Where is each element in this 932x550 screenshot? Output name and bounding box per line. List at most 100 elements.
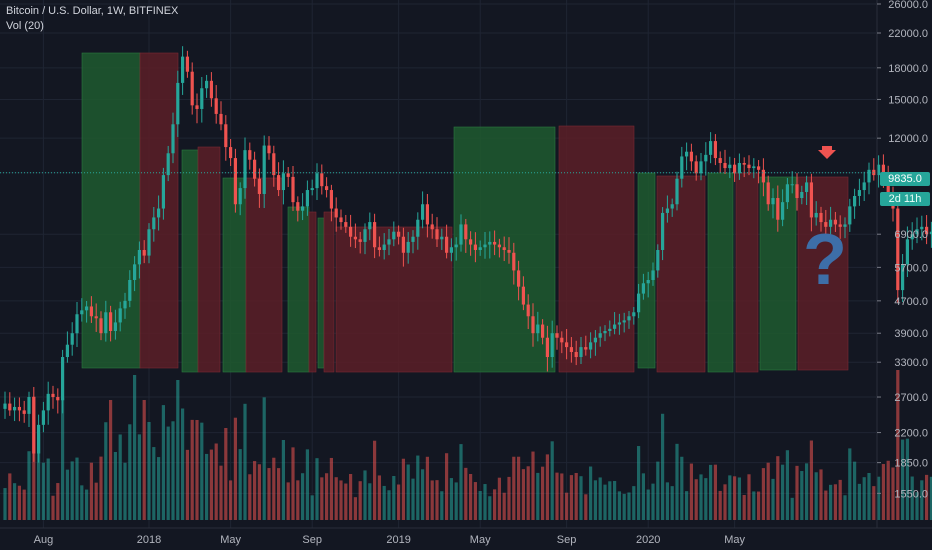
candle [459,214,463,252]
candle [560,331,564,354]
candle-body [473,244,477,250]
candle-body [56,397,60,401]
volume-bar [809,440,813,520]
volume-bar [454,482,458,520]
volume-bar [502,492,506,520]
candle [421,191,425,229]
candle [728,156,732,179]
candle-body [545,337,549,358]
candle [608,320,612,337]
volume-bar [829,484,833,520]
green-zone [287,206,310,373]
volume-bar [200,422,204,520]
volume-bar [776,456,780,520]
red-zone [323,211,335,373]
question-mark: ? [803,220,847,300]
candle-body [694,161,698,174]
volume-bar [718,490,722,520]
candle-body [805,182,809,192]
candle [785,178,789,210]
candle [339,209,343,230]
volume-bar [747,474,751,520]
candle-body [771,198,775,205]
candle-body [757,166,761,170]
candle [497,238,501,258]
candle [833,211,837,232]
volume-bar [209,449,213,520]
volume-bar [617,491,621,520]
candle-body [190,71,194,106]
volume-bar [176,380,180,520]
candle [761,158,765,197]
volume-bar [781,464,785,520]
candle [896,196,900,303]
candle [229,139,233,167]
candle-body [531,316,535,334]
candle-body [613,324,617,329]
volume-bar [512,456,516,520]
candle [819,206,823,232]
volume-bar [65,469,69,520]
candle-body [483,244,487,248]
volume-bar [56,483,60,520]
candle [104,300,108,342]
candle-body [877,164,881,176]
volume-bar [881,464,885,520]
candle-body [128,279,132,301]
candle [37,414,41,463]
candle-body [123,300,127,309]
volume-bar [694,479,698,520]
volume-bar [310,495,314,520]
candle-body [195,105,199,109]
candle [349,214,353,247]
volume-bar [133,375,137,520]
candle-body [661,212,665,250]
candle [637,283,641,319]
candle [737,153,741,180]
volume-bar [589,466,593,520]
volume-bar [733,476,737,520]
price-tick-label: 26000.0 [888,0,928,11]
volume-bar [46,458,50,520]
candle [435,217,439,248]
volume-bar [224,428,228,520]
volume-bar [257,464,261,520]
volume-bar [670,486,674,520]
volume-bar [41,462,45,520]
candle [723,149,727,174]
volume-bar [795,465,799,520]
volume-bar [147,421,151,520]
candle-body [680,156,684,179]
candle-body [392,231,396,240]
candle-body [915,229,919,235]
volume-bar [128,424,132,520]
candle [219,101,223,131]
volume-bar [368,483,372,520]
candle-body [747,164,751,169]
volume-bar [896,370,900,520]
candle [526,294,530,330]
candle-body [99,318,103,334]
candle-body [113,322,117,332]
volume-bar [848,448,852,520]
volume-bar [632,486,636,520]
volume-bar [901,439,905,520]
candle [392,221,396,247]
candle [603,325,607,342]
candle-body [541,324,545,338]
volume-bar [387,490,391,520]
candle-body [670,204,674,209]
volume-bar [219,465,223,520]
candle-body [296,202,300,211]
candle-body [157,208,161,218]
candle-body [910,234,914,240]
down-arrow-icon [818,146,836,159]
candle-body [320,173,324,187]
volume-bar [574,472,578,520]
candle [70,322,74,356]
volume-bar [656,461,660,520]
candle [694,155,698,181]
candle [334,197,338,232]
volume-bar [243,403,247,520]
time-tick-label: May [220,534,241,546]
